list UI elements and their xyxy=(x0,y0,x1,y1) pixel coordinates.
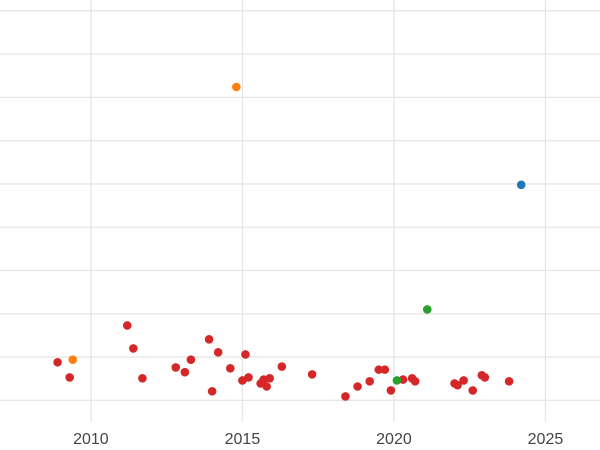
data-point-red-series xyxy=(410,377,420,386)
data-point-red-series xyxy=(122,321,132,330)
data-point-red-series xyxy=(277,362,287,371)
data-point-red-series xyxy=(180,367,190,377)
data-point-red-series xyxy=(480,373,490,382)
data-point-red-series xyxy=(65,373,74,382)
x-tick-label: 2015 xyxy=(225,431,261,448)
x-tick-label: 2010 xyxy=(73,431,109,448)
data-point-orange-series xyxy=(68,355,78,364)
data-point-red-series xyxy=(262,382,271,391)
data-point-red-series xyxy=(365,377,374,386)
data-point-red-series xyxy=(244,373,253,382)
data-point-red-series xyxy=(386,386,396,395)
data-point-red-series xyxy=(138,373,147,383)
data-point-red-series xyxy=(186,355,196,364)
data-point-red-series xyxy=(374,365,384,374)
points-group xyxy=(53,82,526,401)
data-point-red-series xyxy=(468,386,478,395)
x-tick-label: 2020 xyxy=(376,431,412,448)
data-point-red-series xyxy=(265,373,274,383)
data-point-red-series xyxy=(341,392,350,401)
x-axis-labels-group: 2010 2015 2020 2025 xyxy=(73,431,563,448)
data-point-orange-series xyxy=(232,82,241,92)
data-point-red-series xyxy=(213,348,223,357)
data-point-red-series xyxy=(204,335,214,344)
data-point-blue-series xyxy=(516,180,526,190)
data-point-red-series xyxy=(53,357,62,367)
x-tick-label: 2025 xyxy=(528,431,564,448)
data-point-red-series xyxy=(307,370,317,379)
gridlines-group xyxy=(0,0,600,422)
data-point-red-series xyxy=(459,376,468,385)
data-point-green-series xyxy=(392,376,402,385)
data-point-red-series xyxy=(380,365,390,374)
data-point-red-series xyxy=(171,363,181,372)
data-point-red-series xyxy=(353,382,362,391)
data-point-red-series xyxy=(207,386,217,396)
data-point-red-series xyxy=(241,350,250,359)
data-point-red-series xyxy=(453,380,462,390)
data-point-green-series xyxy=(422,305,432,314)
data-point-red-series xyxy=(226,364,235,373)
data-point-red-series xyxy=(129,344,138,353)
data-point-red-series xyxy=(504,377,514,386)
